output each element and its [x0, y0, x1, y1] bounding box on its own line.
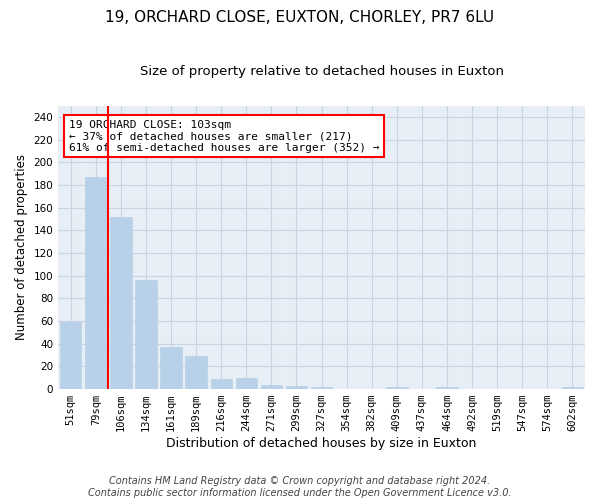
Bar	[85, 177, 106, 389]
Text: Contains HM Land Registry data © Crown copyright and database right 2024.
Contai: Contains HM Land Registry data © Crown c…	[88, 476, 512, 498]
Bar	[261, 384, 282, 389]
Bar	[386, 387, 407, 389]
Bar	[136, 280, 157, 389]
Bar	[286, 386, 307, 389]
Bar	[211, 379, 232, 389]
Bar	[311, 387, 332, 389]
Bar	[236, 378, 257, 389]
Bar	[562, 387, 583, 389]
Bar	[160, 347, 182, 389]
Bar	[185, 356, 207, 389]
Y-axis label: Number of detached properties: Number of detached properties	[15, 154, 28, 340]
Title: Size of property relative to detached houses in Euxton: Size of property relative to detached ho…	[140, 65, 503, 78]
Bar	[436, 387, 458, 389]
X-axis label: Distribution of detached houses by size in Euxton: Distribution of detached houses by size …	[166, 437, 477, 450]
Text: 19 ORCHARD CLOSE: 103sqm
← 37% of detached houses are smaller (217)
61% of semi-: 19 ORCHARD CLOSE: 103sqm ← 37% of detach…	[69, 120, 379, 153]
Bar	[110, 216, 131, 389]
Bar	[60, 322, 82, 389]
Text: 19, ORCHARD CLOSE, EUXTON, CHORLEY, PR7 6LU: 19, ORCHARD CLOSE, EUXTON, CHORLEY, PR7 …	[106, 10, 494, 25]
